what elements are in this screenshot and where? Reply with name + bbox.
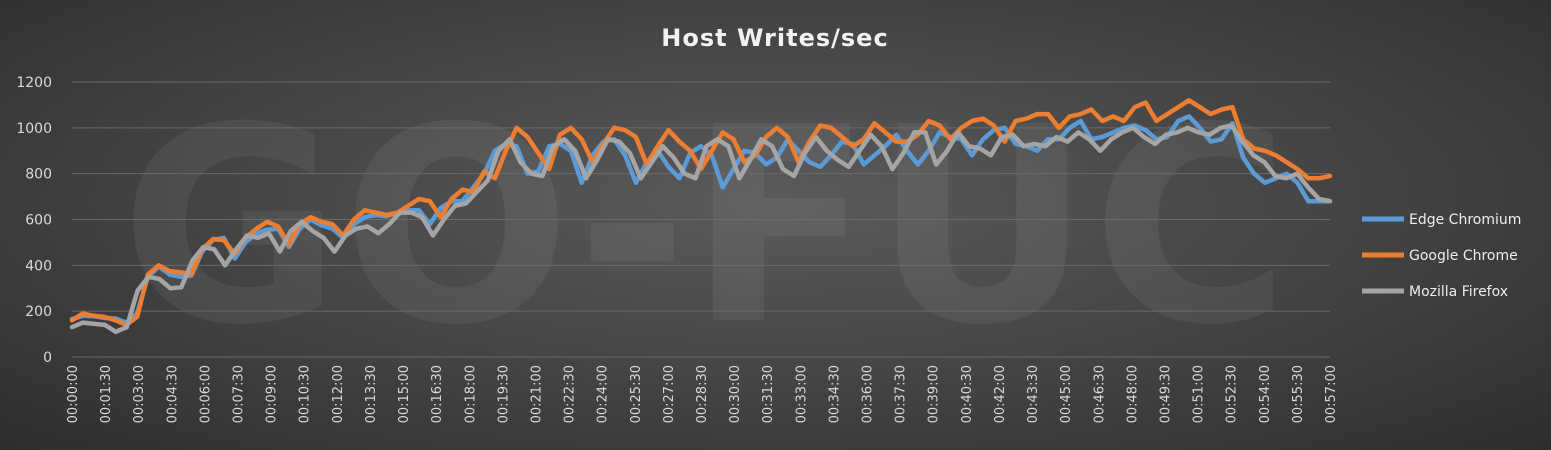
x-tick-label: 00:43:30 — [1026, 365, 1041, 423]
x-tick-label: 00:42:00 — [993, 365, 1008, 423]
x-tick-label: 00:15:00 — [397, 365, 412, 423]
x-tick-label: 00:52:30 — [1225, 365, 1240, 423]
x-tick-label: 00:31:30 — [761, 365, 776, 423]
x-tick-label: 00:16:30 — [430, 365, 445, 423]
x-tick-label: 00:12:00 — [331, 365, 346, 423]
x-tick-label: 00:13:30 — [364, 365, 379, 423]
x-tick-label: 00:06:00 — [198, 365, 213, 423]
legend: Edge Chromium Google Chrome Mozilla Firefo… — [1362, 212, 1521, 300]
x-tick-label: 00:40:30 — [960, 365, 975, 423]
x-tick-label: 00:21:00 — [529, 365, 544, 423]
x-tick-label: 00:25:30 — [629, 365, 644, 423]
x-tick-label: 00:36:00 — [861, 365, 876, 423]
legend-label: Mozilla Firefox — [1409, 284, 1508, 300]
x-tick-label: 00:28:30 — [695, 365, 710, 423]
series-lines — [69, 98, 1333, 335]
x-tick-label: 00:01:30 — [99, 365, 114, 423]
x-tick-label: 00:33:00 — [794, 365, 809, 423]
x-tick-label: 00:22:30 — [563, 365, 578, 423]
x-tick-label: 00:34:30 — [827, 365, 842, 423]
x-tick-label: 00:57:00 — [1324, 365, 1339, 423]
y-tick-label: 800 — [25, 167, 52, 183]
y-tick-label: 200 — [25, 304, 52, 320]
x-tick-label: 00:39:00 — [927, 365, 942, 423]
x-tick-label: 00:49:30 — [1158, 365, 1173, 423]
x-tick-label: 00:09:00 — [265, 365, 280, 423]
x-tick-label: 00:30:00 — [728, 365, 743, 423]
x-tick-label: 00:46:30 — [1092, 365, 1107, 423]
y-tick-label: 1200 — [16, 75, 52, 91]
x-tick-label: 00:54:00 — [1258, 365, 1273, 423]
series-line-mozilla-firefox — [69, 123, 1333, 335]
x-tick-label: 00:10:30 — [298, 365, 313, 423]
x-tick-label: 00:45:00 — [1059, 365, 1074, 423]
x-tick-label: 00:00:00 — [66, 365, 81, 423]
x-tick-label: 00:04:30 — [165, 365, 180, 423]
legend-label: Edge Chromium — [1409, 212, 1521, 228]
chart-title: Host Writes/sec — [661, 24, 888, 52]
y-tick-label: 1000 — [16, 121, 52, 137]
x-tick-label: 00:07:30 — [232, 365, 247, 423]
watermark-text: GO-FUC — [120, 69, 1290, 384]
x-tick-label: 00:18:00 — [463, 365, 478, 423]
x-tick-label: 00:03:00 — [132, 365, 147, 423]
x-tick-label: 00:27:00 — [662, 365, 677, 423]
x-tick-label: 00:48:00 — [1125, 365, 1140, 423]
y-tick-label: 600 — [25, 213, 52, 229]
x-tick-label: 00:51:00 — [1192, 365, 1207, 423]
x-tick-label: 00:55:30 — [1291, 365, 1306, 423]
y-tick-label: 400 — [25, 258, 52, 274]
y-tick-label: 0 — [43, 350, 52, 366]
x-tick-label: 00:24:00 — [596, 365, 611, 423]
x-tick-label: 00:37:30 — [894, 365, 909, 423]
legend-label: Google Chrome — [1409, 248, 1518, 264]
y-axis: 0 200 400 600 800 1000 1200 — [16, 75, 52, 366]
x-tick-label: 00:19:30 — [496, 365, 511, 423]
x-axis: 00:00:00 00:01:30 00:03:00 00:04:30 00:06:00… — [66, 365, 1339, 423]
